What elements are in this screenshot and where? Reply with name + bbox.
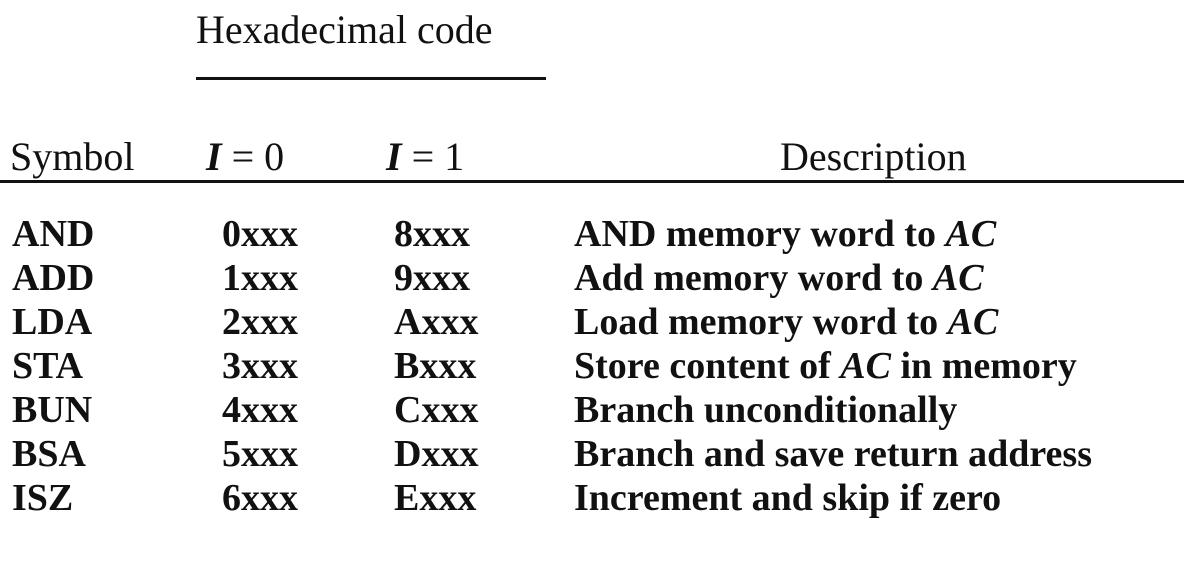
row-hex-i0: 3xxx xyxy=(222,345,298,387)
row-description-text: Increment and skip if zero xyxy=(574,477,1002,519)
row-description-text: Load memory word to xyxy=(574,301,948,343)
header-i0-var: I xyxy=(206,134,222,179)
header-description: Description xyxy=(780,134,967,179)
header-i0: I = 0 xyxy=(206,133,284,181)
header-symbol: Symbol xyxy=(10,134,135,179)
table-row: BSA 5xxx Dxxx Branch and save return add… xyxy=(0,432,1184,476)
instruction-table: AND 0xxx 8xxx AND memory word to AC ADD … xyxy=(0,212,1184,520)
table-row: ISZ 6xxx Exxx Increment and skip if zero xyxy=(0,476,1184,520)
row-hex-i1: Exxx xyxy=(394,477,477,519)
row-symbol: LDA xyxy=(12,301,93,343)
row-hex-i0: 1xxx xyxy=(222,257,298,299)
row-symbol: AND xyxy=(12,213,95,255)
row-symbol: ISZ xyxy=(12,477,74,519)
row-description: Add memory word to AC xyxy=(574,256,984,300)
row-description-tail: in memory xyxy=(891,345,1077,387)
header-i1-var: I xyxy=(386,134,402,179)
row-description: Load memory word to AC xyxy=(574,300,998,344)
row-symbol: ADD xyxy=(12,257,95,299)
row-description-text: Store content of xyxy=(574,345,841,387)
row-hex-i0: 5xxx xyxy=(222,433,298,475)
row-description: Branch and save return address xyxy=(574,432,1092,476)
row-hex-i0: 0xxx xyxy=(222,213,298,255)
row-hex-i0: 4xxx xyxy=(222,389,298,431)
hex-code-underline xyxy=(196,77,546,80)
row-description-var: AC xyxy=(947,301,999,343)
table-row: LDA 2xxx Axxx Load memory word to AC xyxy=(0,300,1184,344)
row-hex-i1: 9xxx xyxy=(394,257,470,299)
table-row: BUN 4xxx Cxxx Branch unconditionally xyxy=(0,388,1184,432)
row-hex-i0: 2xxx xyxy=(222,301,298,343)
table-row: STA 3xxx Bxxx Store content of AC in mem… xyxy=(0,344,1184,388)
row-hex-i0: 6xxx xyxy=(222,477,298,519)
row-description: Branch unconditionally xyxy=(574,388,957,432)
row-hex-i1: Dxxx xyxy=(394,433,479,475)
row-description-text: Add memory word to xyxy=(574,257,933,299)
row-description-var: AC xyxy=(840,345,891,387)
row-description-var: AC xyxy=(932,257,984,299)
header-i0-value: = 0 xyxy=(221,134,285,179)
table-row: ADD 1xxx 9xxx Add memory word to AC xyxy=(0,256,1184,300)
row-hex-i1: Bxxx xyxy=(394,345,477,387)
table-row: AND 0xxx 8xxx AND memory word to AC xyxy=(0,212,1184,256)
row-hex-i1: Axxx xyxy=(394,301,479,343)
row-symbol: STA xyxy=(12,345,84,387)
header-i1-value: = 1 xyxy=(401,134,465,179)
row-hex-i1: Cxxx xyxy=(394,389,479,431)
row-description: Increment and skip if zero xyxy=(574,476,1001,520)
row-hex-i1: 8xxx xyxy=(394,213,470,255)
hex-code-group-title: Hexadecimal code xyxy=(196,7,493,52)
row-symbol: BUN xyxy=(12,389,93,431)
row-description: AND memory word to AC xyxy=(574,212,996,256)
header-i1: I = 1 xyxy=(386,133,464,181)
row-symbol: BSA xyxy=(12,433,86,475)
row-description: Store content of AC in memory xyxy=(574,344,1077,388)
row-description-var: AC xyxy=(945,213,997,255)
row-description-text: Branch and save return address xyxy=(574,433,1092,475)
row-description-text: AND memory word to xyxy=(574,213,946,255)
row-description-text: Branch unconditionally xyxy=(574,389,958,431)
header-rule xyxy=(0,180,1184,183)
